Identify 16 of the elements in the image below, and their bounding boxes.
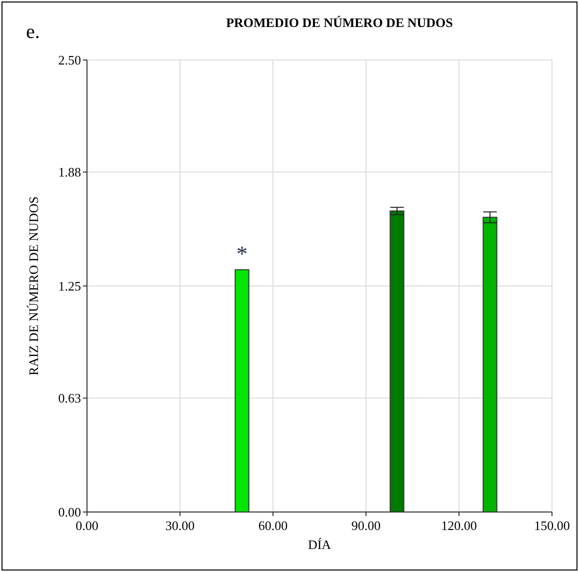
y-tick-label: 0.00 bbox=[58, 504, 81, 520]
y-tick-label: 1.25 bbox=[58, 278, 81, 294]
annotation: * bbox=[236, 240, 248, 266]
y-axis-title: RAIZ DE NÚMERO DE NUDOS bbox=[26, 196, 41, 376]
text: e. bbox=[26, 21, 40, 43]
x-axis-title: DÍA bbox=[308, 537, 332, 552]
x-tick-label: 0.00 bbox=[76, 518, 98, 533]
x-tick-label: 90.00 bbox=[351, 518, 381, 533]
x-tick-label: 120.00 bbox=[441, 518, 477, 533]
y-tick-label: 0.63 bbox=[58, 390, 81, 406]
y-tick-label: 2.50 bbox=[58, 52, 81, 68]
x-tick-label: 30.00 bbox=[165, 518, 195, 533]
y-tick-label: 1.88 bbox=[58, 164, 81, 180]
x-tick-label: 150.00 bbox=[534, 518, 570, 533]
chart-title: PROMEDIO DE NÚMERO DE NUDOS bbox=[226, 15, 453, 30]
x-tick-label: 60.00 bbox=[258, 518, 288, 533]
